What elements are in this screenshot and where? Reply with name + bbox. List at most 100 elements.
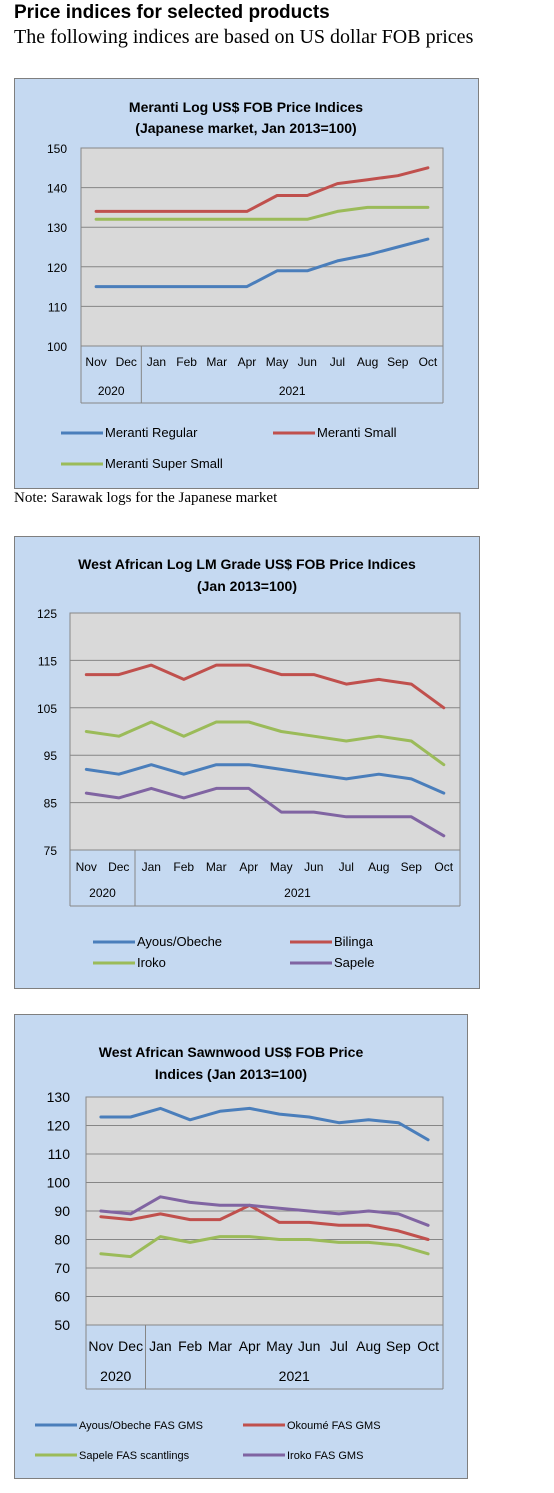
x-tick-label: Feb xyxy=(178,1338,202,1354)
y-tick-label: 140 xyxy=(47,182,67,196)
x-tick-label: Sep xyxy=(401,860,423,874)
x-tick-label: Jan xyxy=(142,860,161,874)
chart-subtitle: (Jan 2013=100) xyxy=(197,578,297,594)
west-african-log-chart: West African Log LM Grade US$ FOB Price … xyxy=(37,556,461,970)
x-tick-label: Jun xyxy=(304,860,323,874)
series-line xyxy=(84,720,446,767)
legend-label: Ayous/Obeche FAS GMS xyxy=(79,1420,203,1432)
legend-label: Okoumé FAS GMS xyxy=(287,1420,381,1432)
legend-label: Sapele FAS scantlings xyxy=(79,1450,190,1462)
x-tick-label: Aug xyxy=(356,1338,381,1354)
legend-label: Iroko xyxy=(137,955,166,970)
series-line xyxy=(99,1235,430,1259)
year-label: 2021 xyxy=(279,1368,310,1384)
y-tick-label: 90 xyxy=(54,1203,70,1219)
chart-note: Note: Sarawak logs for the Japanese mark… xyxy=(14,490,278,506)
chart-subtitle: Indices (Jan 2013=100) xyxy=(155,1066,307,1082)
series-line xyxy=(99,1195,430,1227)
x-tick-label: Mar xyxy=(206,355,227,369)
x-tick-label: Apr xyxy=(239,1338,261,1354)
x-tick-label: Jul xyxy=(330,1338,348,1354)
x-tick-label: Oct xyxy=(419,355,438,369)
x-tick-label: Mar xyxy=(206,860,227,874)
y-tick-label: 75 xyxy=(44,844,58,858)
y-tick-label: 120 xyxy=(47,1118,71,1134)
x-tick-label: May xyxy=(270,860,293,874)
x-tick-label: Apr xyxy=(238,355,257,369)
x-tick-label: Nov xyxy=(88,1338,113,1354)
y-tick-label: 100 xyxy=(47,340,67,354)
y-tick-label: 50 xyxy=(54,1317,70,1333)
year-label: 2021 xyxy=(279,384,306,398)
meranti-chart-panel: Meranti Log US$ FOB Price Indices (Japane… xyxy=(14,78,479,489)
plot-area xyxy=(80,147,444,347)
y-tick-label: 95 xyxy=(44,749,58,763)
legend-label: Meranti Super Small xyxy=(105,456,223,471)
y-tick-label: 80 xyxy=(54,1232,70,1248)
series-line xyxy=(94,166,430,213)
x-tick-label: Dec xyxy=(118,1338,143,1354)
series-line xyxy=(94,205,430,221)
x-tick-label: Nov xyxy=(85,355,106,369)
meranti-chart: Meranti Log US$ FOB Price Indices (Japane… xyxy=(47,99,444,471)
y-tick-label: 120 xyxy=(47,261,67,275)
y-tick-label: 125 xyxy=(37,607,57,621)
y-tick-label: 85 xyxy=(44,797,58,811)
series-line xyxy=(84,786,446,838)
x-tick-label: Feb xyxy=(173,860,194,874)
legend-label: Meranti Regular xyxy=(105,425,198,440)
y-tick-label: 110 xyxy=(48,1146,71,1162)
west-african-sawnwood-chart-panel: West African Sawnwood US$ FOB Price Indic… xyxy=(14,1014,468,1479)
chart-title: Meranti Log US$ FOB Price Indices xyxy=(129,99,363,115)
x-tick-label: Feb xyxy=(176,355,197,369)
year-label: 2020 xyxy=(100,1368,131,1384)
x-tick-label: Jul xyxy=(339,860,354,874)
y-tick-label: 130 xyxy=(47,221,67,235)
y-tick-label: 115 xyxy=(38,654,57,668)
west-african-log-chart-panel: West African Log LM Grade US$ FOB Price … xyxy=(14,536,480,989)
chart-title: West African Sawnwood US$ FOB Price xyxy=(99,1044,364,1060)
x-tick-label: Jul xyxy=(330,355,345,369)
x-tick-label: Nov xyxy=(76,860,97,874)
year-label: 2020 xyxy=(89,886,116,900)
x-tick-label: May xyxy=(266,355,289,369)
year-label: 2021 xyxy=(284,886,311,900)
series-line xyxy=(94,237,430,289)
legend-label: Meranti Small xyxy=(317,425,397,440)
x-tick-label: May xyxy=(266,1338,292,1354)
x-tick-label: Jan xyxy=(147,355,166,369)
y-tick-label: 60 xyxy=(54,1289,70,1305)
y-tick-label: 100 xyxy=(47,1175,71,1191)
x-tick-label: Dec xyxy=(116,355,137,369)
y-tick-label: 130 xyxy=(47,1089,71,1105)
chart-subtitle: (Japanese market, Jan 2013=100) xyxy=(135,120,356,136)
x-tick-label: Apr xyxy=(239,860,258,874)
x-tick-label: Dec xyxy=(108,860,129,874)
series-line xyxy=(84,763,446,795)
west-african-sawnwood-chart: West African Sawnwood US$ FOB Price Indic… xyxy=(35,1044,444,1462)
page-subheading: The following indices are based on US do… xyxy=(14,26,474,48)
y-tick-label: 70 xyxy=(54,1260,70,1276)
y-tick-label: 105 xyxy=(37,702,57,716)
x-tick-label: Sep xyxy=(386,1338,411,1354)
y-tick-label: 150 xyxy=(47,142,67,156)
x-tick-label: Oct xyxy=(417,1338,439,1354)
legend-label: Iroko FAS GMS xyxy=(287,1450,363,1462)
series-line xyxy=(99,1106,430,1142)
x-tick-label: Jun xyxy=(298,1338,321,1354)
year-label: 2020 xyxy=(98,384,125,398)
legend-label: Bilinga xyxy=(334,934,374,949)
series-line xyxy=(84,663,446,710)
chart-title: West African Log LM Grade US$ FOB Price … xyxy=(78,556,416,572)
x-tick-label: Aug xyxy=(368,860,389,874)
x-tick-label: Oct xyxy=(434,860,453,874)
series-line xyxy=(99,1203,430,1241)
legend-label: Ayous/Obeche xyxy=(137,934,222,949)
page-heading: Price indices for selected products xyxy=(14,2,330,23)
x-tick-label: Mar xyxy=(208,1338,232,1354)
x-tick-label: Sep xyxy=(387,355,409,369)
legend-label: Sapele xyxy=(334,955,374,970)
x-tick-label: Jun xyxy=(298,355,317,369)
x-tick-label: Jan xyxy=(149,1338,172,1354)
x-tick-label: Aug xyxy=(357,355,378,369)
